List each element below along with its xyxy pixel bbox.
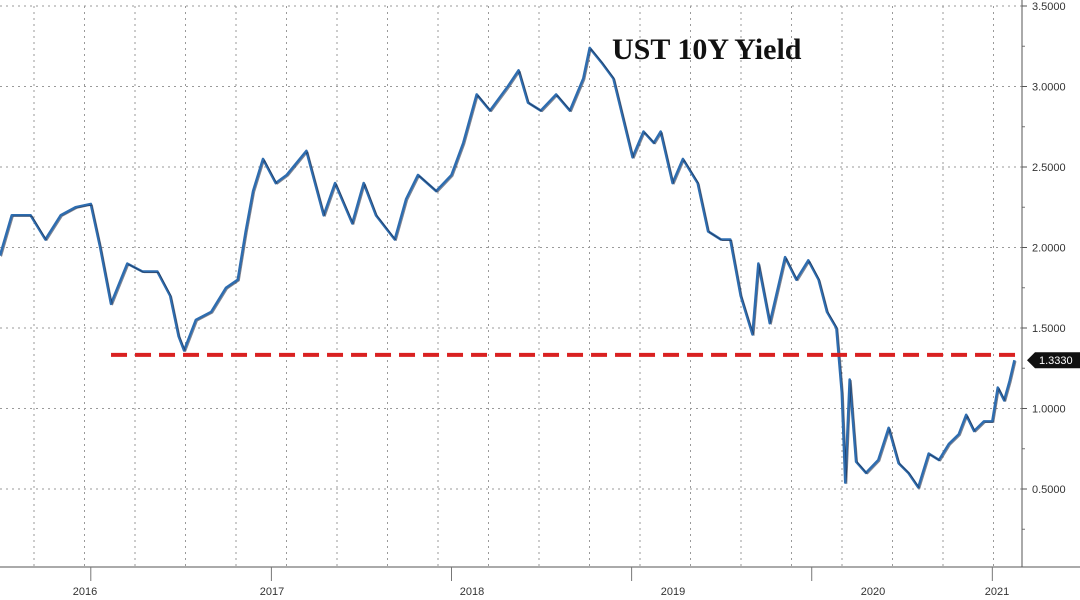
yield-series-line	[0, 46, 1016, 489]
y-tick-label: 0.5000	[1032, 484, 1066, 496]
y-tick-label: 2.0000	[1032, 243, 1066, 255]
y-tick-label: 2.5000	[1032, 162, 1066, 174]
y-tick-label: 1.5000	[1032, 323, 1066, 335]
x-tick-label: 2017	[260, 586, 284, 598]
last-value-label: 1.3330	[1039, 355, 1073, 367]
x-tick-label: 2021	[985, 586, 1009, 598]
yield-series-shadow	[1, 48, 1017, 489]
y-tick-label: 1.0000	[1032, 404, 1066, 416]
chart-title: UST 10Y Yield	[612, 33, 802, 66]
last-value-marker	[1027, 352, 1080, 369]
y-tick-label: 3.5000	[1032, 1, 1066, 13]
x-tick-label: 2019	[661, 586, 685, 598]
y-tick-label: 3.0000	[1032, 82, 1066, 94]
x-tick-label: 2018	[460, 586, 484, 598]
x-tick-label: 2016	[73, 586, 97, 598]
x-tick-label: 2020	[861, 586, 885, 598]
